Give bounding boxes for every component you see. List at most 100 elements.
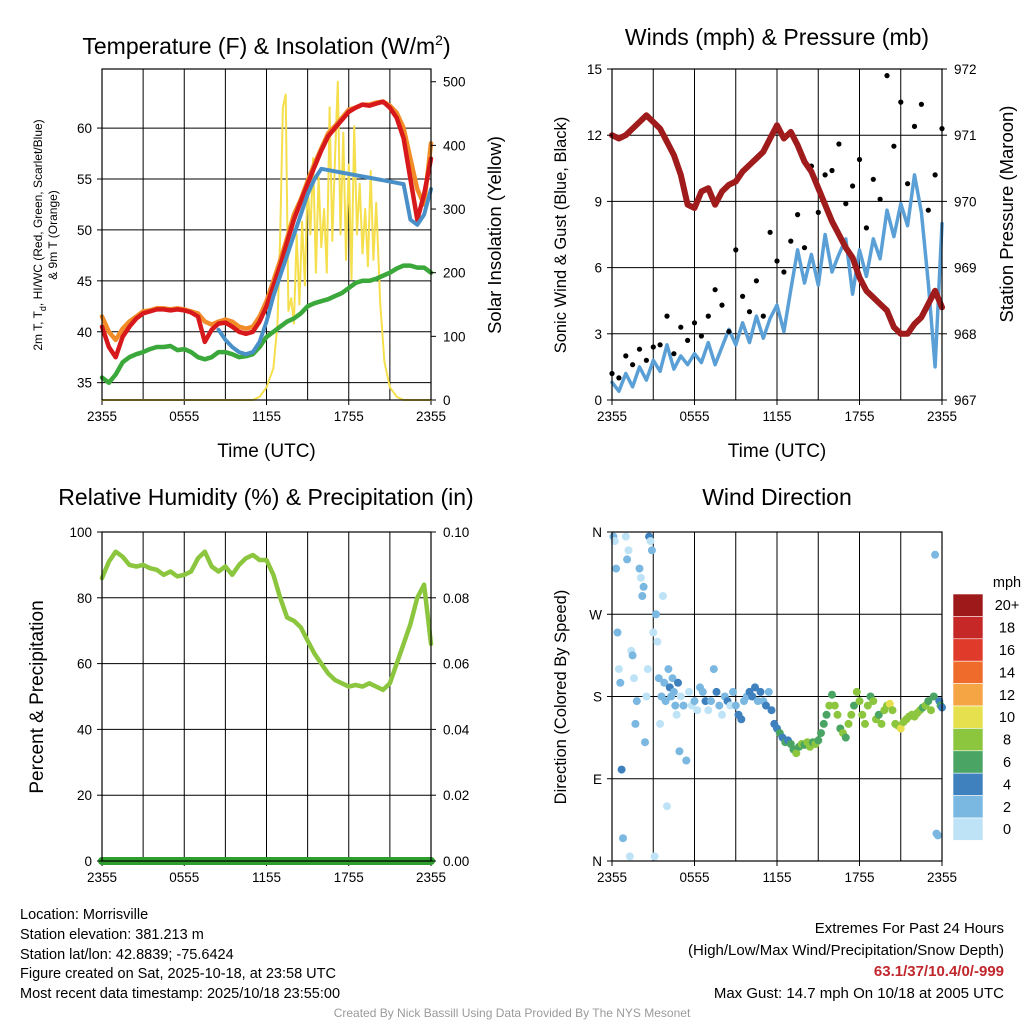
direction-point: [877, 719, 886, 728]
direction-point: [669, 687, 678, 696]
sonic-wind-line: [610, 173, 944, 393]
legend-label: 14: [999, 665, 1015, 681]
legend-label: 6: [1003, 755, 1011, 771]
direction-tick-label: W: [589, 607, 602, 622]
direction-point: [698, 687, 707, 696]
y2-tick-label: 970: [954, 194, 977, 209]
direction-point: [753, 697, 762, 706]
direction-point: [690, 697, 699, 706]
direction-point: [658, 592, 667, 600]
x-tick-label: 1155: [252, 870, 281, 885]
direction-point: [874, 710, 883, 719]
y-tick-label: 40: [77, 722, 92, 737]
direction-point: [833, 710, 842, 719]
winds-chart-title: Winds (mph) & Pressure (mb): [625, 24, 929, 50]
extremes-values: 63.1/37/10.4/0/-999: [873, 963, 1004, 980]
direction-point: [701, 697, 710, 706]
gust-point: [801, 245, 808, 251]
direction-point: [850, 701, 858, 710]
direction-point: [737, 715, 746, 724]
direction-point: [641, 738, 649, 747]
direction-point: [847, 710, 856, 719]
y2-tick-label: 400: [443, 138, 466, 153]
direction-point: [624, 546, 633, 555]
legend-swatch: [952, 750, 984, 774]
direction-point: [731, 701, 740, 710]
direction-point: [817, 729, 825, 738]
direction-point: [675, 747, 684, 756]
legend-label: 4: [1003, 777, 1011, 793]
gust-point: [712, 287, 718, 293]
direction-tick-label: E: [593, 772, 602, 787]
gust-point: [636, 346, 643, 352]
direction-point: [668, 674, 677, 683]
humidity-chart-title: Relative Humidity (%) & Precipitation (i…: [58, 484, 473, 510]
direction-point: [664, 665, 673, 674]
direction-point: [660, 678, 669, 687]
y2-tick-label: 100: [443, 329, 466, 344]
gust-point: [843, 201, 849, 207]
direction-point: [718, 710, 726, 719]
direction-point: [762, 701, 770, 710]
x-tick-label: 1155: [762, 409, 791, 424]
direction-point: [709, 665, 718, 674]
legend-label: 10: [999, 710, 1015, 726]
location-text: Location: Morrisville: [20, 907, 149, 923]
max-gust-text: Max Gust: 14.7 mph On 10/18 at 2005 UTC: [713, 984, 1004, 1002]
pressure-ylabel: Station Pressure (Maroon): [996, 106, 1017, 323]
direction-chart-title: Wind Direction: [702, 484, 852, 510]
y-tick-label: 60: [77, 657, 92, 672]
gust-point: [781, 269, 787, 275]
dewpoint-line: [99, 263, 434, 385]
direction-point: [896, 724, 905, 733]
direction-point: [726, 701, 735, 710]
direction-point: [767, 706, 776, 715]
gust-point: [740, 293, 746, 299]
legend-label: 2: [1003, 800, 1011, 816]
y-tick-label: 6: [594, 261, 602, 276]
y2-tick-label: 971: [954, 128, 977, 143]
gust-point: [726, 329, 732, 335]
temperature-chart-title: Temperature (F) & Insolation (W/m2): [82, 32, 450, 59]
gust-point: [911, 123, 918, 129]
direction-point: [635, 564, 644, 573]
gust-point: [685, 337, 691, 343]
direction-point: [619, 834, 627, 843]
direction-point: [672, 710, 681, 719]
solar-insolation-line: [101, 80, 432, 401]
gust-point: [856, 156, 863, 163]
direction-point: [844, 719, 853, 728]
direction-point: [830, 701, 839, 710]
legend-swatch: [952, 772, 984, 796]
direction-ylabel: Direction (Colored By Speed): [552, 590, 570, 805]
y-tick-label: 15: [587, 62, 602, 77]
direction-point: [638, 592, 647, 600]
winds-xlabel: Time (UTC): [728, 441, 827, 462]
y2-tick-label: 968: [954, 327, 977, 342]
y2-tick-label: 0.10: [443, 525, 469, 540]
direction-point: [616, 678, 625, 687]
direction-point: [642, 692, 651, 701]
y2-tick-label: 967: [954, 393, 977, 408]
direction-point: [869, 697, 878, 706]
gust-point: [623, 353, 629, 359]
y-tick-label: 0: [84, 854, 92, 869]
direction-point: [676, 692, 685, 701]
direction-point: [861, 719, 869, 728]
y-tick-label: 80: [77, 591, 92, 606]
legend-swatch: [952, 817, 984, 841]
direction-point: [751, 683, 759, 692]
direction-point: [693, 706, 702, 715]
y2-tick-label: 969: [954, 261, 977, 276]
y2-tick-label: 0.06: [443, 657, 469, 672]
x-tick-label: 2355: [597, 870, 627, 885]
y2-tick-label: 0.02: [443, 788, 469, 803]
direction-point: [646, 537, 655, 546]
gust-point: [643, 357, 650, 363]
gust-point: [733, 247, 739, 253]
direction-point: [632, 697, 641, 706]
y-tick-label: 12: [587, 128, 602, 143]
direction-point: [828, 690, 836, 699]
x-tick-label: 2355: [87, 870, 117, 885]
